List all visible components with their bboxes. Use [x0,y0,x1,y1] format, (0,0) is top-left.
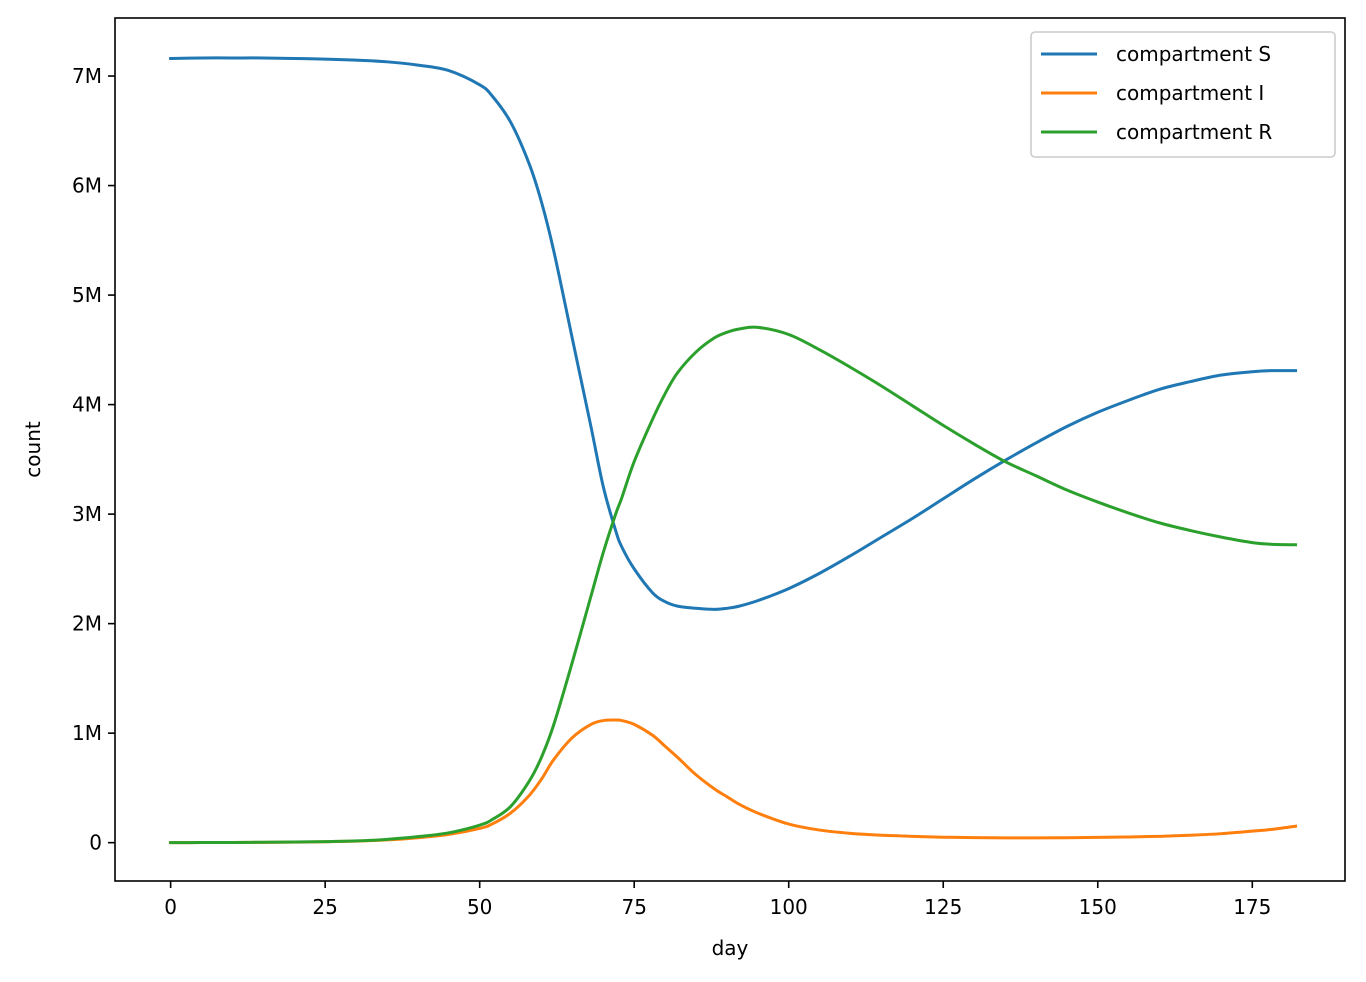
x-tick-label: 175 [1233,895,1271,919]
y-tick-label: 7M [72,64,102,88]
x-tick-label: 125 [924,895,962,919]
y-tick-label: 6M [72,174,102,198]
y-axis-label: count [21,421,45,478]
y-tick-label: 2M [72,612,102,636]
legend-box [1030,31,1336,158]
y-tick-label: 5M [72,283,102,307]
series-lines [169,56,1298,845]
series-line-3 [169,325,1298,845]
x-tick-label: 50 [467,895,492,919]
x-axis-ticks: 0 25 50 75 100 125 150 175 [164,881,1271,919]
legend: compartment S compartment I compartment R [1030,31,1336,158]
series-line-1 [169,56,1298,611]
y-axis-ticks: 0 1M 2M 3M 4M 5M 6M 7M [72,64,115,855]
legend-label: compartment R [1116,120,1272,144]
y-tick-label: 4M [72,393,102,417]
x-tick-label: 75 [621,895,646,919]
x-tick-label: 0 [164,895,177,919]
legend-label: compartment S [1116,42,1271,66]
legend-label: compartment I [1116,81,1264,105]
y-tick-label: 1M [72,721,102,745]
x-tick-label: 25 [312,895,337,919]
y-tick-label: 3M [72,502,102,526]
x-axis-label: day [712,936,749,960]
x-tick-label: 100 [770,895,808,919]
x-tick-label: 150 [1079,895,1117,919]
y-tick-label: 0 [89,831,102,855]
plot-frame [114,17,1346,882]
